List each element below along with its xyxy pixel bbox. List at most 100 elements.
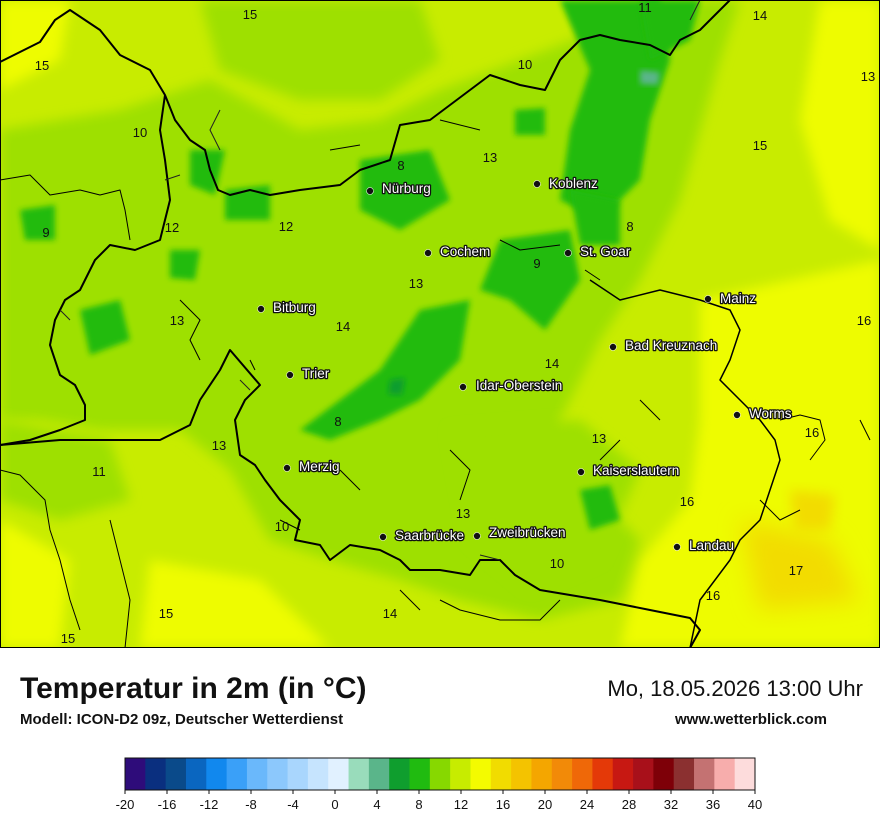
color-scale-tick-label: -16 — [158, 797, 177, 812]
temp-label: 13 — [170, 313, 184, 328]
color-scale-cell — [551, 758, 573, 790]
city-label: Mainz — [720, 291, 756, 306]
color-scale-cell — [694, 758, 715, 790]
color-scale-cell — [531, 758, 553, 790]
color-scale-cell — [348, 758, 370, 790]
color-scale-cell — [226, 758, 248, 790]
color-scale-tick-label: -12 — [200, 797, 219, 812]
city-dot — [257, 305, 265, 313]
color-scale-cell — [633, 758, 654, 790]
city-dot — [473, 532, 481, 540]
city-cochem: Cochem — [424, 243, 492, 260]
city-dot — [577, 468, 585, 476]
city-idar-oberstein: Idar-Oberstein — [459, 377, 564, 394]
color-scale-tick-label: -8 — [245, 797, 257, 812]
temp-label: 17 — [789, 563, 803, 578]
temp-label: 9 — [533, 256, 540, 271]
color-scale-tick-label: 0 — [331, 797, 338, 812]
city-kaiserslautern: Kaiserslautern — [577, 462, 681, 479]
color-scale-cell — [409, 758, 431, 790]
city-label: Kaiserslautern — [593, 463, 679, 478]
color-scale-tick-label: 28 — [622, 797, 636, 812]
color-scale-tick-label: 12 — [454, 797, 468, 812]
footer: Temperatur in 2m (in °C) Modell: ICON-D2… — [0, 648, 880, 830]
temp-label: 16 — [805, 425, 819, 440]
temp-label: 10 — [518, 57, 532, 72]
city-dot — [533, 180, 541, 188]
temp-label: 10 — [275, 519, 289, 534]
temp-label: 14 — [336, 319, 350, 334]
website-link[interactable]: www.wetterblick.com — [675, 711, 827, 728]
color-scale-cell — [673, 758, 695, 790]
temp-label: 13 — [456, 506, 470, 521]
city-merzig: Merzig — [283, 458, 341, 475]
city-bad-kreuznach: Bad Kreuznach — [609, 337, 719, 354]
color-scale-tick-label: 8 — [415, 797, 422, 812]
temp-label: 10 — [133, 125, 147, 140]
city-label: Bitburg — [273, 300, 316, 315]
city-dot — [379, 533, 387, 541]
color-scale-cell — [307, 758, 329, 790]
city-label: St. Goar — [580, 244, 631, 259]
city-dot — [286, 371, 294, 379]
temp-label: 14 — [545, 356, 559, 371]
color-scale-cell — [714, 758, 736, 790]
color-scale-cell — [165, 758, 187, 790]
city-dot — [283, 464, 291, 472]
state-border-lux — [0, 94, 171, 446]
temp-label: 8 — [397, 158, 404, 173]
color-scale-cell — [389, 758, 410, 790]
color-scale-cell — [246, 758, 268, 790]
color-scale-ticks: -20 -16 -12 -8 -4 0 4 8 12 16 20 24 28 32 36 40 — [116, 790, 762, 812]
city-landau: Landau — [673, 537, 735, 554]
color-scale-cell — [368, 758, 390, 790]
city-trier: Trier — [286, 365, 331, 382]
city-label: Idar-Oberstein — [476, 378, 562, 393]
color-scale-cells — [125, 758, 756, 790]
city-mainz: Mainz — [704, 290, 758, 307]
temp-label: 13 — [861, 69, 875, 84]
color-scale-cell — [612, 758, 634, 790]
color-scale-cell — [287, 758, 309, 790]
city-dot — [366, 187, 374, 195]
color-scale-tick-label: 16 — [496, 797, 510, 812]
temp-label: 13 — [409, 276, 423, 291]
temp-label: 13 — [212, 438, 226, 453]
city-dot — [424, 249, 432, 257]
city-st-goar: St. Goar — [564, 243, 632, 260]
temp-label: 16 — [680, 494, 694, 509]
color-scale-tick-label: -20 — [116, 797, 135, 812]
city-saarbruecken: Saarbrücke — [379, 527, 465, 544]
city-dot — [609, 343, 617, 351]
city-label: Koblenz — [549, 176, 598, 191]
temp-label: 15 — [61, 631, 75, 646]
temp-label: 13 — [592, 431, 606, 446]
color-scale-cell — [490, 758, 512, 790]
city-bitburg: Bitburg — [257, 299, 317, 316]
color-scale-cell — [328, 758, 349, 790]
temp-label: 13 — [483, 150, 497, 165]
border-lines — [0, 0, 871, 648]
color-scale-tick-label: 36 — [706, 797, 720, 812]
color-scale-tick-label: -4 — [287, 797, 299, 812]
temp-label: 11 — [638, 0, 652, 15]
color-scale-tick-label: 4 — [373, 797, 380, 812]
color-scale-cell — [206, 758, 228, 790]
city-label: Saarbrücke — [395, 528, 464, 543]
temp-label: 14 — [753, 8, 767, 23]
city-nuerburg: Nürburg — [366, 180, 432, 197]
temp-label: 15 — [753, 138, 767, 153]
color-scale-cell — [145, 758, 167, 790]
color-scale-frame — [124, 757, 756, 791]
color-scale-cell — [185, 758, 207, 790]
state-border-saar — [0, 349, 701, 648]
city-zweibruecken: Zweibrücken — [473, 524, 567, 541]
temp-label: 15 — [35, 58, 49, 73]
city-label: Zweibrücken — [489, 525, 566, 540]
temperature-map: 15 11 14 15 13 10 10 15 8 13 9 12 12 8 1… — [0, 0, 880, 648]
city-dot — [459, 383, 467, 391]
color-scale-cell — [572, 758, 593, 790]
city-worms: Worms — [733, 405, 793, 422]
temp-label: 16 — [857, 313, 871, 328]
city-dot — [733, 411, 741, 419]
